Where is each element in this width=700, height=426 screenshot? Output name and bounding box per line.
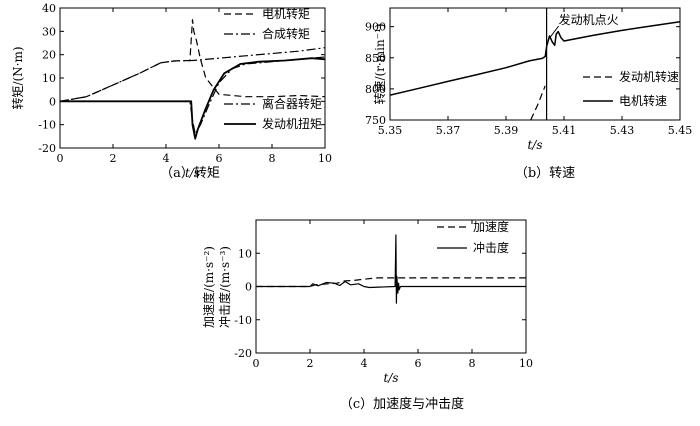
x-tick-label: 8 xyxy=(269,152,276,165)
legend-label: 离合器转矩 xyxy=(262,96,322,111)
y-tick-label: -20 xyxy=(38,142,56,155)
x-tick-label: 2 xyxy=(110,152,117,165)
series-line-1 xyxy=(60,47,325,102)
series-line-1 xyxy=(390,20,680,96)
x-tick-label: 2 xyxy=(307,357,314,370)
y-tick-label: 20 xyxy=(42,49,56,62)
annotation-label: 发动机点火 xyxy=(559,12,619,27)
legend-label: 加速度 xyxy=(473,219,509,234)
y-tick-label: 40 xyxy=(42,2,56,15)
series-line-0 xyxy=(256,277,526,288)
x-tick-label: 8 xyxy=(469,357,476,370)
x-tick-label: 5.37 xyxy=(436,124,461,137)
series-line-0 xyxy=(60,19,325,102)
legend-label: 电机转速 xyxy=(619,93,667,108)
annotation-leader xyxy=(549,25,559,39)
panel-caption: （a）转矩 xyxy=(160,166,220,181)
series-line-2 xyxy=(60,56,325,135)
chart-a: 0 2 4 6 8 10 -20 -10 0 10 20 30 40 t/s 转矩/(N·m) 电机转矩合成转… xyxy=(10,2,332,181)
series-line-0 xyxy=(530,85,546,120)
x-tick-label: 5.45 xyxy=(668,124,693,137)
y-tick-label: 30 xyxy=(42,25,56,38)
panel-caption: （c）加速度与冲击度 xyxy=(340,396,464,412)
chart-b: 5.35 5.37 5.39 5.41 5.43 5.45 750 800 850 900 t/s 转… xyxy=(365,7,693,181)
chart-c: 0 2 4 6 8 10 -20 -10 0 10 t/s 加速度/(m·s⁻²) 冲击度/(m·s⁻³… xyxy=(201,219,533,412)
x-axis-label: t/s xyxy=(527,138,542,152)
y-tick-label: 850 xyxy=(365,52,386,65)
x-tick-label: 5.43 xyxy=(610,124,635,137)
y-tick-label: -10 xyxy=(38,119,56,132)
y-tick-label: 800 xyxy=(365,83,386,96)
x-tick-label: 4 xyxy=(163,152,170,165)
y-tick-label: 750 xyxy=(365,114,386,127)
y-tick-label: 10 xyxy=(42,72,56,85)
y-axis-label-2: 冲击度/(m·s⁻³) xyxy=(217,246,232,328)
x-tick-label: 10 xyxy=(318,152,332,165)
plot-frame xyxy=(389,7,681,121)
legend-label: 电机转矩 xyxy=(262,6,310,21)
y-tick-label: 0 xyxy=(49,95,56,108)
y-axis-label: 加速度/(m·s⁻²) xyxy=(201,246,216,328)
x-axis-label: t/s xyxy=(185,166,200,180)
x-tick-label: 10 xyxy=(519,357,533,370)
x-tick-label: 5.39 xyxy=(494,124,519,137)
series-line-3 xyxy=(60,57,325,140)
panel-caption: （b）转速 xyxy=(515,166,575,181)
y-axis-label: 转矩/(N·m) xyxy=(10,46,25,109)
x-tick-label: 5.35 xyxy=(378,124,403,137)
x-tick-label: 6 xyxy=(216,152,223,165)
y-tick-label: 0 xyxy=(245,281,252,294)
x-tick-label: 0 xyxy=(57,152,64,165)
legend-label: 合成转矩 xyxy=(262,26,310,41)
x-tick-label: 4 xyxy=(361,357,368,370)
y-tick-label: -10 xyxy=(234,314,252,327)
legend-label: 发动机扭矩 xyxy=(262,116,322,131)
x-tick-label: 5.41 xyxy=(552,124,577,137)
x-tick-label: 6 xyxy=(415,357,422,370)
y-axis-label: 转速/(r·min⁻¹) xyxy=(372,23,387,104)
legend-label: 发动机转速 xyxy=(619,69,679,84)
legend-label: 冲击度 xyxy=(473,240,509,255)
y-tick-label: 10 xyxy=(238,247,252,260)
y-tick-label: 900 xyxy=(365,21,386,34)
x-tick-label: 0 xyxy=(253,357,260,370)
x-axis-label: t/s xyxy=(383,371,398,385)
series-line-1 xyxy=(256,234,526,304)
y-tick-label: -20 xyxy=(234,347,252,360)
